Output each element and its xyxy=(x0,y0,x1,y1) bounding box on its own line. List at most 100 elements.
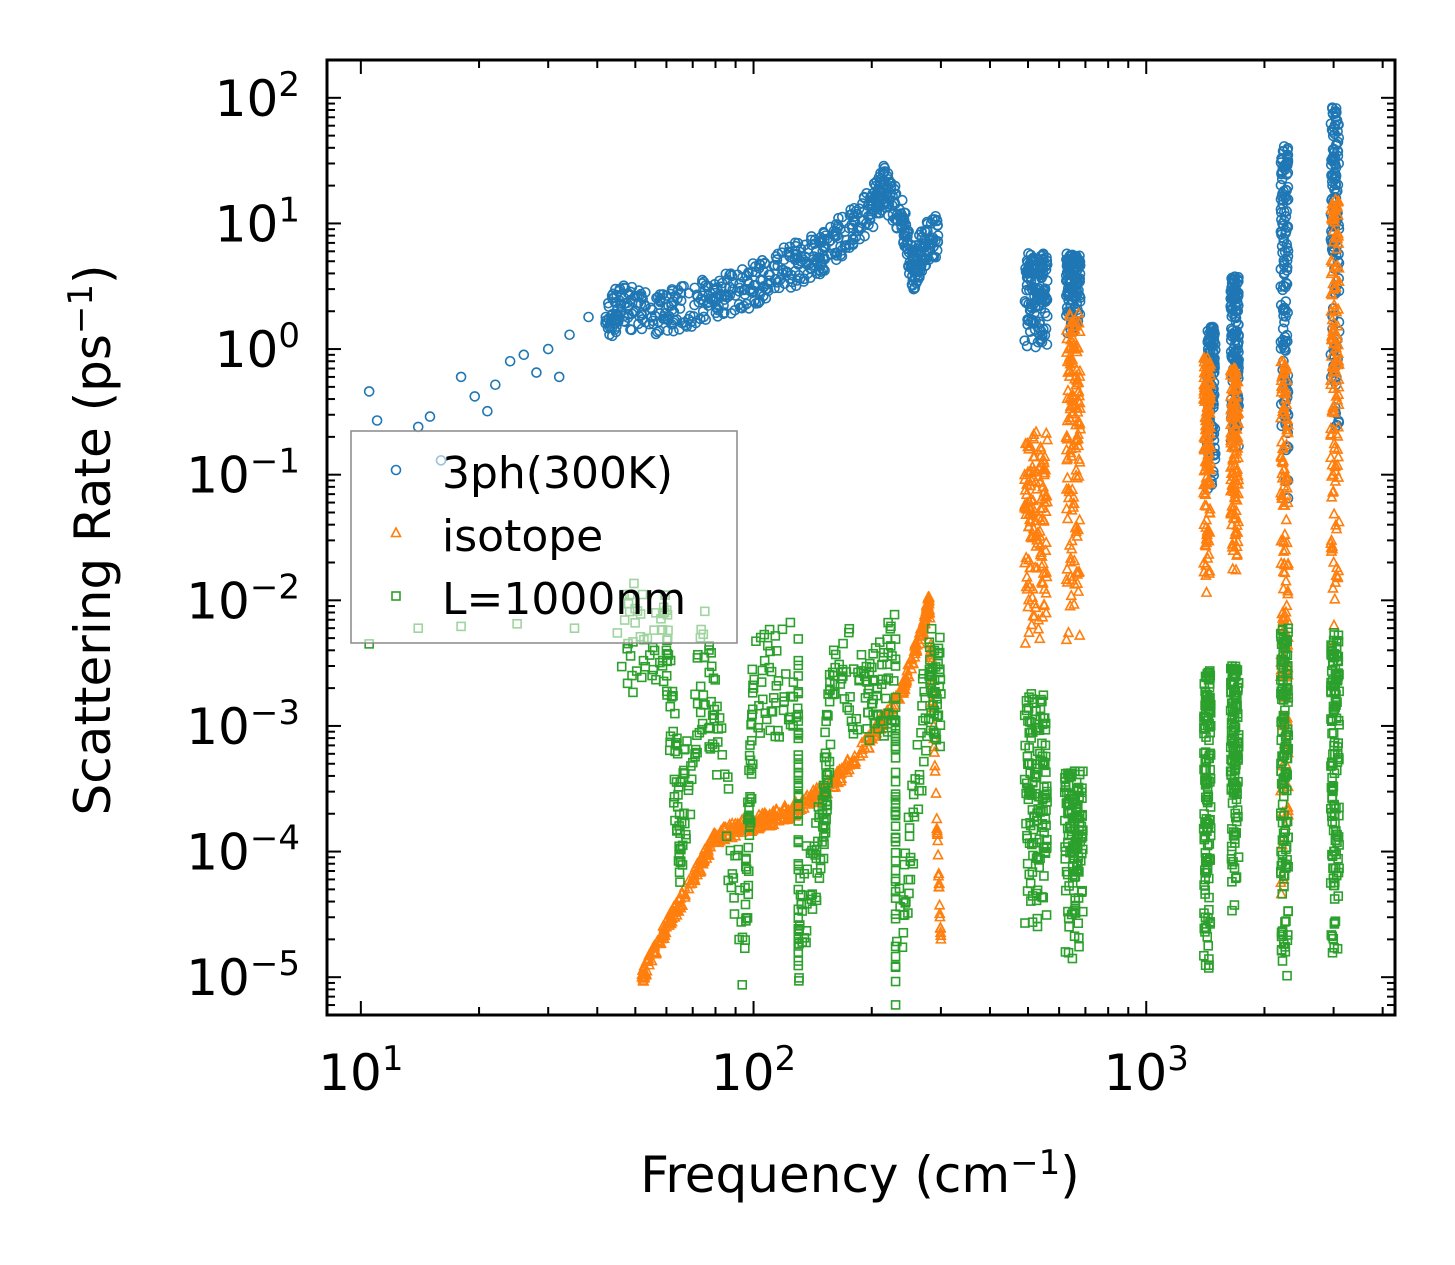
data-point xyxy=(1231,699,1241,710)
data-point xyxy=(744,820,755,831)
data-point xyxy=(1060,443,1073,455)
data-point xyxy=(1280,574,1292,586)
data-point xyxy=(853,667,863,678)
data-point xyxy=(867,221,879,233)
data-point xyxy=(371,415,383,426)
data-point xyxy=(713,724,724,734)
data-point xyxy=(1204,673,1214,684)
data-point xyxy=(741,855,751,865)
data-point xyxy=(1074,364,1086,376)
data-point xyxy=(1228,727,1239,737)
data-point xyxy=(679,808,689,819)
data-point xyxy=(1039,871,1049,881)
data-point xyxy=(765,646,775,657)
data-point xyxy=(1230,316,1242,328)
data-point xyxy=(1203,856,1213,866)
data-point xyxy=(824,696,835,707)
data-point xyxy=(1027,427,1040,440)
data-point xyxy=(1075,766,1085,777)
data-point xyxy=(1283,906,1293,917)
data-point xyxy=(1280,513,1293,525)
data-point xyxy=(819,265,830,276)
data-point xyxy=(1205,917,1215,927)
data-point xyxy=(688,757,698,768)
data-point xyxy=(885,624,896,634)
data-point xyxy=(1231,462,1244,474)
data-point xyxy=(1282,970,1292,981)
data-point xyxy=(1061,575,1074,587)
data-point xyxy=(890,728,901,739)
data-point xyxy=(1030,723,1041,733)
data-point xyxy=(856,742,868,754)
data-point xyxy=(1329,737,1340,748)
data-point xyxy=(1280,488,1293,500)
data-point xyxy=(904,823,915,833)
data-point xyxy=(1039,543,1052,555)
data-point xyxy=(1029,514,1042,526)
data-point xyxy=(698,311,710,323)
data-point xyxy=(820,727,830,738)
data-point xyxy=(1041,259,1053,270)
data-point xyxy=(1067,869,1078,880)
data-point xyxy=(469,391,481,402)
data-point xyxy=(932,711,943,722)
data-point xyxy=(1327,947,1338,958)
data-point xyxy=(890,733,901,744)
data-point xyxy=(1031,772,1042,783)
data-point xyxy=(738,300,749,312)
data-point xyxy=(553,371,565,383)
legend-label: isotope xyxy=(442,511,603,562)
data-point xyxy=(848,202,860,214)
data-point xyxy=(1331,829,1342,840)
data-point xyxy=(1330,305,1343,317)
data-point xyxy=(668,296,679,308)
data-point xyxy=(924,664,935,675)
data-point xyxy=(770,631,781,641)
data-point xyxy=(1022,553,1035,565)
data-point xyxy=(932,869,945,881)
data-point xyxy=(1230,366,1243,378)
data-point xyxy=(1022,858,1033,869)
data-point xyxy=(880,198,891,210)
data-point xyxy=(838,638,848,649)
data-point xyxy=(900,231,911,243)
data-point xyxy=(787,800,799,812)
data-point xyxy=(1023,474,1035,486)
legend: 3ph(300K) isotope L=1000nm xyxy=(350,430,738,644)
data-point xyxy=(693,296,705,308)
data-point xyxy=(722,274,733,285)
data-point xyxy=(1069,319,1082,331)
data-point xyxy=(1334,719,1344,730)
data-point xyxy=(766,666,777,677)
data-point xyxy=(1324,422,1337,434)
data-point xyxy=(1199,722,1209,733)
data-point xyxy=(1026,302,1037,314)
data-point xyxy=(838,671,848,681)
data-point xyxy=(1200,513,1213,525)
data-point xyxy=(1274,411,1287,423)
data-point xyxy=(1027,284,1038,296)
data-point xyxy=(671,826,682,836)
data-point xyxy=(753,296,764,308)
data-point xyxy=(847,233,859,245)
data-point xyxy=(905,874,916,885)
data-point xyxy=(755,259,766,271)
data-point xyxy=(760,708,771,718)
data-point xyxy=(688,868,701,880)
data-point xyxy=(648,940,661,952)
data-point xyxy=(908,858,919,869)
data-point xyxy=(706,661,717,672)
data-point xyxy=(873,723,883,734)
data-point xyxy=(1332,564,1345,576)
data-point xyxy=(823,711,833,721)
data-point xyxy=(1019,483,1032,495)
data-point xyxy=(693,649,703,660)
data-point xyxy=(1329,917,1340,928)
data-point xyxy=(1328,618,1340,630)
data-point xyxy=(1037,792,1048,803)
data-point xyxy=(1027,609,1039,621)
data-point xyxy=(1022,600,1034,612)
data-point xyxy=(1068,337,1080,349)
data-point xyxy=(1227,712,1238,722)
data-point xyxy=(622,312,634,323)
